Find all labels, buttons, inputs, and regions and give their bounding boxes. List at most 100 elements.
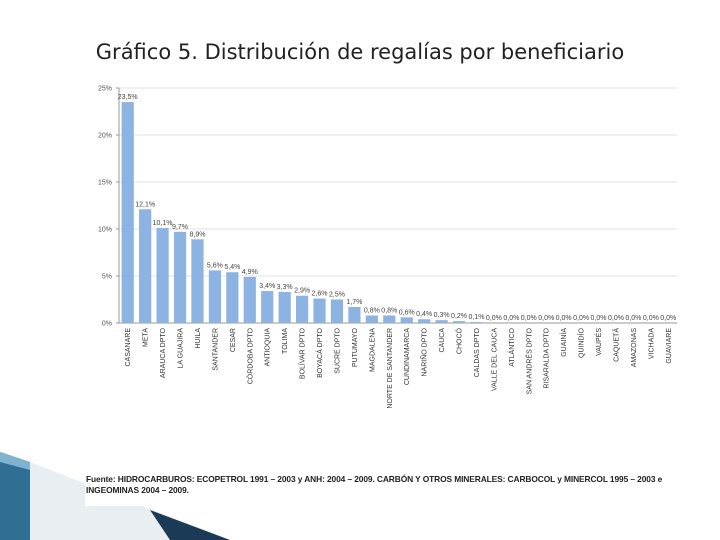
- value-labels: 23,5% 12,1% 10,1%9,7%8,9% 5,6% 5,4%4,9%3,4% 3…: [118, 94, 676, 322]
- value-label: 23,5%: [118, 94, 138, 101]
- value-label: 0,2%: [451, 313, 467, 320]
- category-label: VALLE DEL CAUCA: [491, 328, 498, 391]
- category-label: CHOCÓ: [455, 327, 464, 354]
- bar: [173, 231, 187, 323]
- value-label: 2,9%: [294, 288, 310, 295]
- value-label: 0,0%: [625, 315, 641, 322]
- value-label: 1,7%: [346, 299, 362, 306]
- category-label: SANTANDER: [212, 328, 219, 371]
- bar: [121, 102, 134, 323]
- category-label: CUNDINAMARCA: [404, 328, 411, 386]
- slide-title: Gráfico 5. Distribución de regalías por …: [95, 40, 625, 64]
- category-label: CÓRDOBA DPTO: [245, 327, 254, 384]
- y-tick-label: 5%: [102, 274, 112, 281]
- bar: [452, 321, 466, 323]
- category-label: ARAUCA DPTO: [160, 327, 167, 378]
- value-label: 0,0%: [556, 315, 572, 322]
- category-label: NORTE DE SANTANDER: [387, 328, 394, 409]
- y-tick-label: 15%: [98, 180, 112, 187]
- value-label: 3,3%: [277, 284, 293, 291]
- category-label: LA GUAJIRA: [178, 328, 185, 369]
- y-tick-label: 10%: [98, 227, 112, 234]
- category-label: RISARALDA DPTO: [544, 327, 551, 388]
- value-label: 0,3%: [434, 312, 450, 319]
- bar: [139, 209, 152, 323]
- bar-chart: 0% 5% 10% 15% 20% 25% 23,5% 12,1% 10,1%9,7%8,9%…: [98, 86, 677, 409]
- value-label: 0,0%: [660, 315, 676, 322]
- category-label: BOLÍVAR DPTO: [298, 327, 307, 379]
- value-label: 0,0%: [521, 315, 537, 322]
- value-label: 12,1%: [135, 201, 155, 208]
- category-label: MAGDALENA: [369, 328, 376, 372]
- value-label: 0,0%: [486, 315, 502, 322]
- bar: [278, 291, 291, 323]
- category-label: QUINDÍO: [577, 327, 586, 358]
- bar: [295, 295, 309, 323]
- bar: [226, 272, 239, 323]
- category-label: TOLIMA: [282, 328, 289, 354]
- value-label: 2,6%: [312, 291, 328, 298]
- bar: [156, 228, 169, 323]
- category-label: NARIÑO DPTO: [420, 327, 429, 376]
- category-label: ANTIOQUIA: [265, 328, 272, 367]
- bar: [191, 239, 204, 323]
- y-tick-label: 0%: [102, 321, 112, 328]
- value-label: 0,0%: [608, 315, 624, 322]
- y-tick-label: 25%: [98, 86, 112, 93]
- bar: [330, 299, 344, 323]
- value-label: 5,4%: [224, 264, 240, 271]
- bar: [348, 307, 361, 323]
- bar: [313, 298, 326, 323]
- value-label: 0,0%: [573, 315, 589, 322]
- category-label: PUTUMAYO: [352, 327, 359, 367]
- value-label: 0,1%: [468, 314, 484, 321]
- value-label: 0,0%: [643, 315, 659, 322]
- bar: [261, 291, 274, 323]
- bar: [470, 322, 483, 323]
- bar: [208, 270, 222, 323]
- value-label: 0,4%: [416, 311, 432, 318]
- bar: [365, 315, 378, 323]
- category-label: GUAINÍA: [559, 328, 568, 357]
- category-label: VAUPÉS: [594, 328, 603, 356]
- category-label: CAUCA: [439, 328, 446, 353]
- value-label: 10,1%: [153, 220, 173, 227]
- y-tick-label: 20%: [98, 133, 112, 140]
- value-label: 8,9%: [189, 231, 205, 238]
- bar: [383, 315, 396, 323]
- value-label: 0,0%: [591, 315, 607, 322]
- source-note: Fuente: HIDROCARBUROS: ECOPETROL 1991 – …: [86, 474, 663, 495]
- category-label: META: [143, 328, 150, 347]
- value-label: 0,8%: [364, 307, 380, 314]
- category-label: CALDAS DPTO: [474, 327, 481, 377]
- value-label: 0,0%: [503, 315, 519, 322]
- value-label: 2,5%: [329, 292, 345, 299]
- value-label: 5,6%: [207, 262, 223, 269]
- category-label: CASANARE: [125, 328, 132, 367]
- category-label: SAN ANDRÉS DPTO: [524, 327, 533, 394]
- bar: [400, 317, 413, 323]
- category-label: AMAZONAS: [631, 328, 638, 368]
- value-label: 0,6%: [399, 309, 415, 316]
- chart-panel: 0% 5% 10% 15% 20% 25% 23,5% 12,1% 10,1% 9,7% 8,9%…: [85, 76, 685, 506]
- category-label: VICHADA: [648, 328, 655, 359]
- value-label: 0,8%: [381, 307, 397, 314]
- bar: [418, 319, 431, 323]
- category-label: ATLÁNTICO: [507, 327, 516, 366]
- bar: [243, 276, 256, 323]
- category-label: CESAR: [230, 328, 237, 352]
- category-label: SUCRE DPTO: [334, 327, 341, 373]
- bar: [435, 320, 448, 323]
- value-label: 0,0%: [538, 315, 554, 322]
- category-label: BOYACÁ DPTO: [315, 327, 324, 377]
- bars: [121, 102, 483, 323]
- category-label: HUILA: [195, 328, 202, 349]
- category-labels: CASANARE META ARAUCA DPTO LA GUAJIRA HUILA SA…: [125, 327, 673, 408]
- y-axis: 0% 5% 10% 15% 20% 25%: [98, 86, 677, 328]
- value-label: 3,4%: [259, 283, 275, 290]
- value-label: 9,7%: [172, 224, 188, 231]
- category-label: GUAVIARE: [666, 328, 673, 364]
- category-label: CAQUETÁ: [611, 328, 620, 362]
- value-label: 4,9%: [242, 269, 258, 276]
